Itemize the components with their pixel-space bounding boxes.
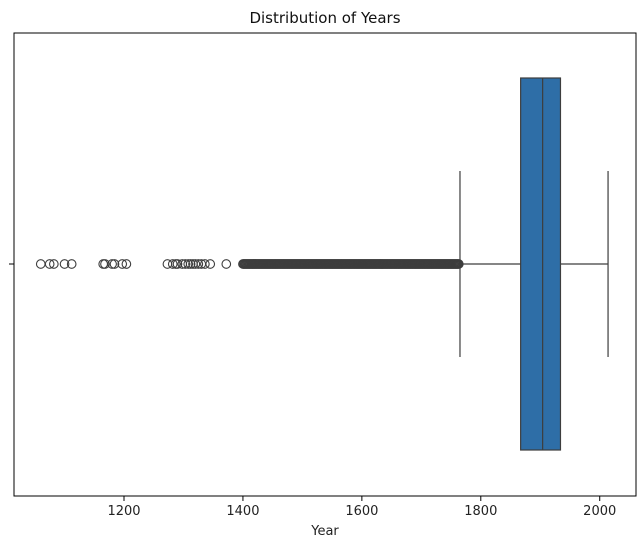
outlier-point	[59, 259, 70, 269]
outlier-point	[167, 259, 178, 269]
x-axis-label: Year	[310, 524, 339, 539]
x-tick-label: 1600	[345, 504, 378, 519]
outlier-point	[48, 259, 59, 269]
outlier-point	[172, 259, 183, 269]
outlier-point	[35, 259, 46, 269]
outlier-point	[44, 259, 55, 269]
outlier-point	[200, 259, 210, 269]
outlier-point	[453, 259, 464, 269]
x-tick-label: 1400	[226, 504, 259, 519]
outlier-point	[190, 259, 201, 269]
outlier-point	[109, 259, 120, 269]
outlier-point	[66, 259, 77, 269]
outlier-point	[121, 259, 132, 269]
outlier-point	[193, 259, 204, 269]
x-tick-label: 2000	[583, 504, 616, 519]
outlier-point	[117, 259, 128, 269]
outlier-point	[205, 259, 216, 269]
outlier-point	[107, 259, 117, 269]
x-tick-label: 1800	[464, 504, 497, 519]
outlier-point	[183, 259, 194, 269]
iqr-box	[520, 77, 562, 451]
outlier-point	[185, 259, 196, 269]
outlier-point	[180, 259, 191, 269]
outlier-point	[100, 259, 110, 269]
x-axis: 1200 1400 1600 1800 2000	[107, 496, 616, 519]
chart-title: Distribution of Years	[249, 9, 400, 27]
x-tick-label: 1200	[107, 504, 140, 519]
chart-marks	[35, 77, 609, 451]
outlier-point	[221, 259, 232, 269]
